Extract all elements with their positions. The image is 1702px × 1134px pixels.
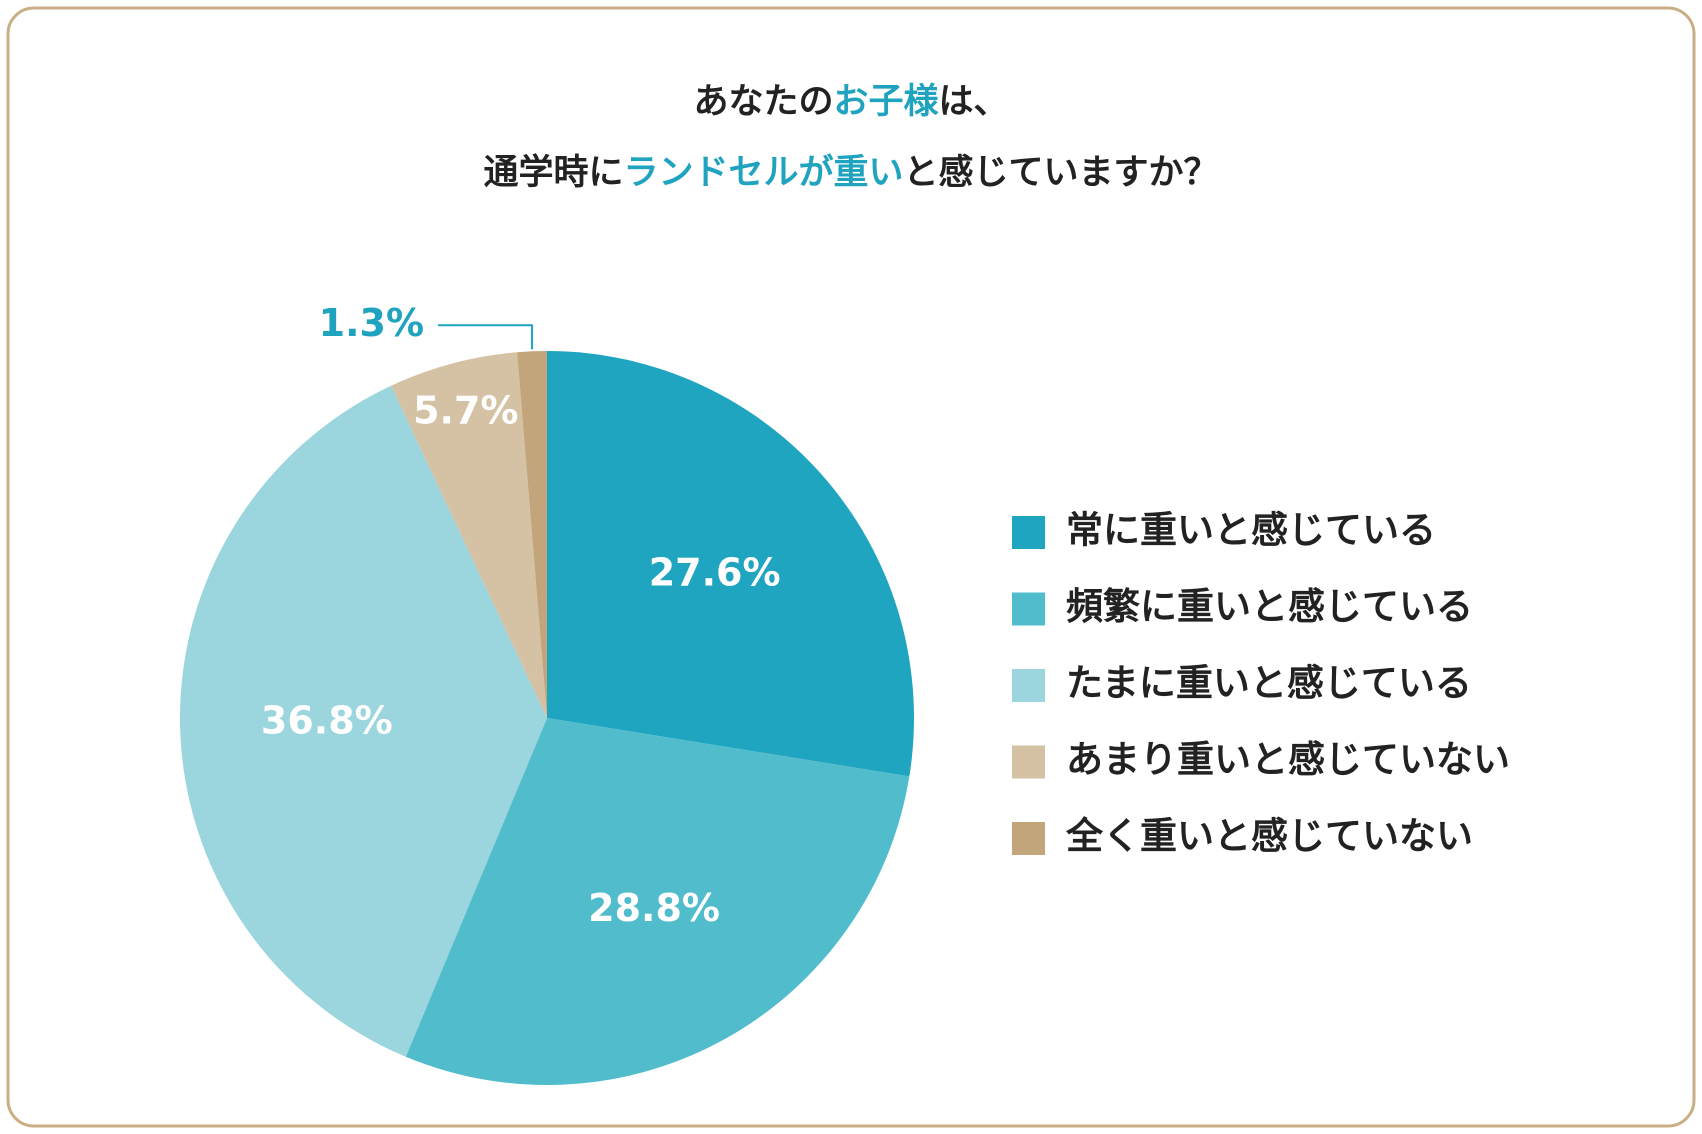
- legend-label: たまに重いと感じている: [1066, 662, 1472, 705]
- legend: 常に重いと感じている頻繁に重いと感じているたまに重いと感じているあまり重いと感じ…: [1012, 509, 1510, 858]
- value-label: 28.8%: [588, 886, 720, 930]
- legend-swatch: [1012, 745, 1045, 779]
- title-segment: は、: [939, 82, 1009, 122]
- legend-label: あまり重いと感じていない: [1066, 738, 1510, 781]
- title-segment: 通学時に: [483, 152, 623, 193]
- legend-label: 常に重いと感じている: [1066, 509, 1436, 552]
- leader-line: [438, 324, 534, 350]
- legend-label: 頻繁に重いと感じている: [1066, 585, 1473, 628]
- value-label: 27.6%: [649, 551, 781, 595]
- legend-swatch: [1012, 516, 1045, 549]
- legend-swatch: [1012, 592, 1045, 626]
- pie-slice: [180, 385, 547, 1057]
- pie: 27.6% 28.8% 36.8% 5.7% 1.3%: [180, 301, 914, 1085]
- legend-swatch: [1012, 822, 1045, 855]
- title-line: あなたのお子様は、: [693, 82, 1008, 122]
- title-segment: と感じていますか？: [904, 153, 1219, 193]
- title-segment: あなたの: [693, 82, 833, 122]
- value-label: 1.3%: [319, 301, 424, 345]
- legend-swatch: [1012, 669, 1045, 702]
- title-segment: ランドセルが重い: [623, 153, 903, 193]
- pie-slice: [517, 351, 547, 718]
- title-line: 通学時にランドセルが重いと感じていますか？: [483, 152, 1218, 193]
- title-segment: お子様: [833, 82, 939, 122]
- legend-label: 全く重いと感じていない: [1065, 815, 1473, 858]
- pie-slice: [547, 351, 914, 777]
- pie-slice: [405, 718, 910, 1085]
- title: あなたのお子様は、通学時にランドセルが重いと感じていますか？: [483, 82, 1218, 193]
- pie-slice: [391, 352, 547, 718]
- value-label: 36.8%: [261, 698, 393, 742]
- value-label: 5.7%: [413, 389, 518, 433]
